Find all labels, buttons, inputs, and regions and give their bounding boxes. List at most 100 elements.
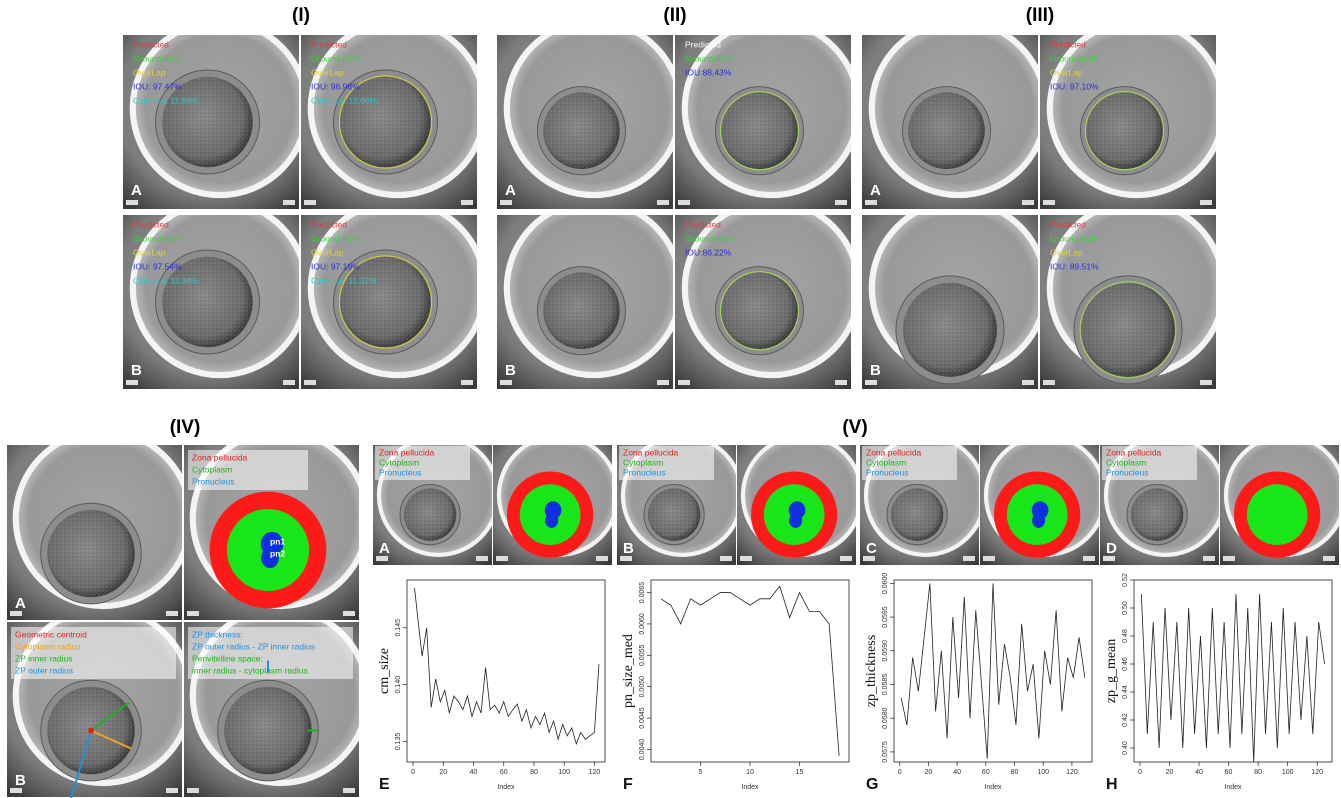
overlay-text: Geometric centroid — [15, 629, 87, 639]
overlay-text: Ground-truth — [1050, 233, 1098, 243]
frame-tag — [166, 788, 178, 793]
y-tick-label: 0.0575 — [882, 741, 889, 763]
x-tick-label: 120 — [589, 769, 601, 776]
x-tick-label: 120 — [1066, 769, 1078, 776]
frame-tag — [283, 380, 295, 385]
micro-image — [980, 436, 1105, 565]
image-content — [675, 201, 859, 389]
x-tick-label: 80 — [530, 769, 538, 776]
overlay-text: OverLap — [133, 247, 166, 257]
embryo-texture — [908, 92, 985, 169]
y-tick-label: 0.0580 — [882, 707, 889, 729]
image-content — [123, 21, 307, 209]
image-content — [980, 436, 1105, 565]
overlay-text: Ground-truth — [685, 53, 733, 63]
overlay-text: Cytosize: 12.60% — [311, 95, 378, 105]
overlay-text: inner radius - cytoplasm radius — [192, 665, 308, 675]
y-tick-label: 0.48 — [1122, 629, 1129, 643]
panel-letter: A — [15, 595, 26, 612]
x-tick-label: 5 — [699, 769, 703, 776]
image-content — [301, 21, 485, 209]
group-label: (II) — [663, 5, 686, 26]
x-tick-label: 80 — [1254, 769, 1262, 776]
overlay-text: Zona pellucida — [1106, 447, 1162, 457]
data-line — [661, 586, 839, 755]
y-tick-label: 0.50 — [1122, 601, 1129, 615]
embryo-texture — [47, 510, 135, 598]
y-tick-label: 0.0045 — [639, 707, 646, 729]
embryo-texture — [404, 488, 456, 540]
x-axis-label: Index — [741, 784, 759, 791]
x-tick-label: 40 — [470, 769, 478, 776]
overlay-text: IOU: 97.54% — [133, 261, 182, 271]
frame-tag — [283, 200, 295, 205]
frame-tag — [187, 788, 199, 793]
overlay-text: Predicted — [311, 219, 347, 229]
y-tick-label: 0.0050 — [639, 676, 646, 698]
frame-tag — [720, 556, 732, 561]
frame-tag — [835, 200, 847, 205]
overlay-text: Cytoplasm — [1106, 457, 1146, 467]
y-tick-label: 0.46 — [1122, 657, 1129, 671]
x-tick-label: 20 — [925, 769, 933, 776]
frame-tag — [678, 200, 690, 205]
overlay-text: ZP inner radius — [15, 653, 72, 663]
panel-letter: B — [505, 362, 516, 379]
plot-frame — [407, 580, 605, 762]
overlay-text: OverLap — [1050, 67, 1083, 77]
x-tick-label: 40 — [953, 769, 961, 776]
seg-pn — [545, 513, 558, 528]
overlay-text: Cytoplasm — [379, 457, 419, 467]
y-tick-label: 0.52 — [1122, 573, 1129, 587]
panel-letter: B — [131, 362, 142, 379]
panel-letter: A — [505, 182, 516, 199]
overlay-text: Ground-truth — [311, 53, 359, 63]
frame-tag — [740, 556, 752, 561]
micro-image — [301, 201, 485, 389]
x-axis-label: Index — [1224, 784, 1242, 791]
embryo-texture — [543, 92, 620, 169]
x-tick-label: 60 — [982, 769, 990, 776]
image-content — [737, 436, 862, 565]
plot-frame — [894, 580, 1092, 762]
overlay-text: Cytosize: 11.69% — [133, 95, 199, 105]
image-content — [1040, 201, 1224, 389]
overlay-text: Cytoplasm — [866, 457, 906, 467]
overlay-text: Ground-truth — [311, 233, 359, 243]
x-axis-label: Index — [497, 784, 515, 791]
embryo-texture — [1086, 92, 1163, 169]
group-label: (V) — [842, 417, 867, 438]
micro-image — [497, 201, 681, 389]
overlay-text: Predicted — [685, 39, 721, 49]
overlay-text: Predicted — [133, 39, 169, 49]
frame-tag — [1223, 556, 1235, 561]
embryo-texture — [903, 283, 997, 377]
seg-pn — [789, 513, 802, 528]
data-line — [1141, 594, 1324, 762]
image-content — [123, 201, 307, 389]
image-content — [862, 201, 1046, 389]
y-tick-label: 0.135 — [395, 733, 402, 751]
y-axis-label: pn_size_med — [621, 634, 636, 708]
x-tick-label: 10 — [746, 769, 754, 776]
x-tick-label: 60 — [1225, 769, 1233, 776]
overlay-text: IOU: 96.98% — [311, 81, 360, 91]
frame-tag — [304, 200, 316, 205]
overlay-text: IOU: 87.10% — [1050, 81, 1099, 91]
group-label: (IV) — [170, 417, 201, 438]
overlay-text: Predicted — [1050, 39, 1086, 49]
pn-label: pn2 — [270, 548, 285, 558]
y-tick-label: 0.140 — [395, 676, 402, 694]
panel-letter: B — [870, 362, 881, 379]
y-tick-label: 0.0055 — [639, 645, 646, 667]
group-label: (I) — [292, 5, 310, 26]
y-tick-label: 0.42 — [1122, 713, 1129, 727]
overlay-text: Ground-truth — [133, 53, 181, 63]
frame-tag — [304, 380, 316, 385]
overlay-text: Cytosize: 11.34% — [133, 275, 199, 285]
y-tick-label: 0.0600 — [882, 573, 889, 595]
overlay-text: IOU:86.22% — [685, 247, 732, 257]
frame-tag — [1043, 380, 1055, 385]
embryo-texture — [721, 272, 798, 349]
overlay-text: Predicted — [685, 219, 721, 229]
